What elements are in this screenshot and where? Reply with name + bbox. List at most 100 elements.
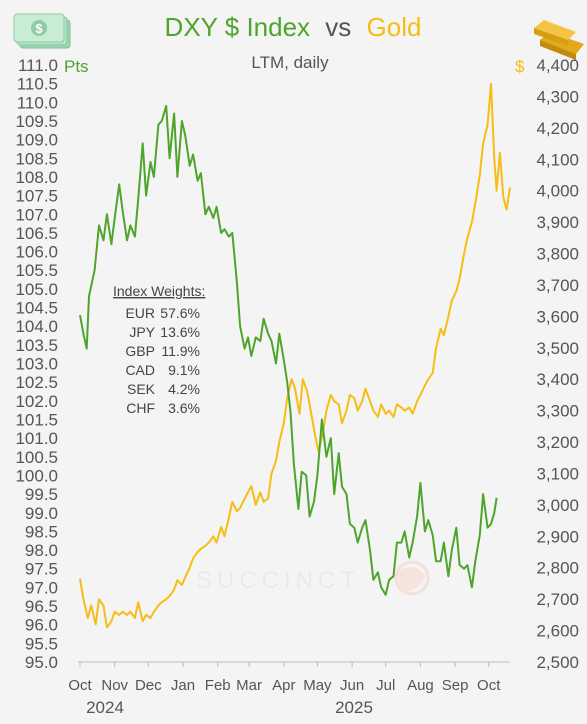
dollar-bills-icon: $ (13, 13, 71, 49)
x-tick-label: Jun (340, 677, 364, 694)
right-tick-label: 2,800 (536, 559, 579, 578)
year-label: 2025 (335, 698, 373, 717)
right-tick-label: 3,100 (536, 464, 579, 483)
left-tick-label: 108.5 (15, 149, 58, 168)
right-tick-label: 3,600 (536, 307, 579, 326)
chart-subtitle: LTM, daily (251, 53, 329, 72)
left-tick-label: 104.0 (15, 317, 58, 336)
x-tick-label: Oct (68, 677, 92, 694)
series-line-gold (79, 82, 511, 629)
left-tick-label: 97.0 (25, 578, 58, 597)
succinct-logo-icon: SUCCINCT (196, 560, 430, 596)
right-tick-label: 3,000 (536, 496, 579, 515)
left-tick-label: 99.5 (25, 485, 58, 504)
right-tick-label: 4,300 (536, 87, 579, 106)
x-axis: Oct Nov Dec Jan Feb Mar Apr May Jun Jul Aug Sep Oct 2… (68, 662, 501, 717)
left-tick-label: 105.5 (15, 261, 58, 280)
left-tick-label: 108.0 (15, 168, 58, 187)
x-tick-label: Sep (442, 677, 469, 694)
left-tick-label: 102.0 (15, 392, 58, 411)
x-tick-label: Feb (205, 677, 231, 694)
gold-bars-icon (534, 20, 584, 60)
left-tick-label: 102.5 (15, 373, 58, 392)
series-line-dxy (79, 105, 498, 596)
left-tick-label: 107.0 (15, 205, 58, 224)
right-tick-label: 2,900 (536, 527, 579, 546)
weight-currency: CHF (126, 400, 155, 416)
right-tick-label: 4,200 (536, 119, 579, 138)
left-tick-label: 101.0 (15, 429, 58, 448)
left-axis-unit: Pts (64, 57, 89, 76)
weight-currency: EUR (125, 305, 155, 321)
left-tick-label: 101.5 (15, 410, 58, 429)
title-vs: vs (325, 12, 351, 42)
weight-value: 11.9% (161, 343, 200, 359)
weight-currency: GBP (125, 343, 155, 359)
weight-value: 3.6% (168, 400, 200, 416)
title-gold: Gold (367, 12, 422, 42)
left-tick-label: 98.0 (25, 541, 58, 560)
title-dxy: DXY $ Index (165, 12, 311, 42)
left-axis: 95.095.596.096.597.097.598.098.599.099.5… (15, 56, 58, 672)
left-tick-label: 95.5 (25, 634, 58, 653)
x-tick-label: Oct (477, 677, 501, 694)
x-tick-label: Mar (236, 677, 262, 694)
right-tick-label: 3,500 (536, 339, 579, 358)
index-weights-box: Index Weights: EUR 57.6% JPY 13.6% GBP 11.9% C… (113, 283, 205, 416)
x-tick-label: Apr (272, 677, 295, 694)
right-tick-label: 2,500 (536, 653, 579, 672)
left-tick-label: 103.0 (15, 355, 58, 374)
left-tick-label: 105.0 (15, 280, 58, 299)
svg-text:$: $ (35, 21, 43, 36)
right-tick-label: 4,100 (536, 150, 579, 169)
right-axis: 2,500 2,600 2,700 2,800 2,900 3,000 3,100 3,200… (536, 56, 579, 672)
x-tick-label: Nov (101, 677, 128, 694)
left-tick-label: 109.0 (15, 131, 58, 150)
left-tick-label: 106.5 (15, 224, 58, 243)
left-tick-label: 96.5 (25, 597, 58, 616)
left-tick-label: 98.5 (25, 522, 58, 541)
left-tick-label: 95.0 (25, 653, 58, 672)
left-tick-label: 106.0 (15, 243, 58, 262)
left-tick-label: 100.0 (15, 466, 58, 485)
right-tick-label: 2,600 (536, 622, 579, 641)
left-tick-label: 104.5 (15, 299, 58, 318)
right-tick-label: 3,200 (536, 433, 579, 452)
x-tick-label: Aug (407, 677, 434, 694)
x-tick-label: Jan (171, 677, 195, 694)
right-tick-label: 2,700 (536, 590, 579, 609)
left-tick-label: 111.0 (18, 56, 58, 75)
left-tick-label: 97.5 (25, 560, 58, 579)
x-tick-label: May (303, 677, 332, 694)
left-tick-label: 107.5 (15, 187, 58, 206)
left-tick-label: 96.0 (25, 616, 58, 635)
right-tick-label: 4,000 (536, 182, 579, 201)
weight-value: 57.6% (160, 305, 200, 321)
watermark-text: SUCCINCT (196, 567, 360, 594)
x-tick-label: Dec (135, 677, 162, 694)
weight-currency: CAD (125, 362, 155, 378)
right-tick-label: 3,300 (536, 402, 579, 421)
weight-currency: JPY (129, 324, 155, 340)
right-tick-label: 3,800 (536, 245, 579, 264)
x-tick-label: Jul (376, 677, 395, 694)
right-axis-unit: $ (515, 57, 525, 76)
left-tick-label: 100.5 (15, 448, 58, 467)
right-tick-label: 4,400 (536, 56, 579, 75)
year-label: 2024 (86, 698, 124, 717)
right-tick-label: 3,700 (536, 276, 579, 295)
weight-currency: SEK (127, 381, 156, 397)
left-tick-label: 99.0 (25, 504, 58, 523)
weight-value: 4.2% (168, 381, 200, 397)
left-tick-label: 103.5 (15, 336, 58, 355)
weight-value: 9.1% (168, 362, 200, 378)
chart-title: DXY $ Index vs Gold (165, 12, 422, 42)
right-tick-label: 3,900 (536, 213, 579, 232)
right-tick-label: 3,400 (536, 370, 579, 389)
weight-value: 13.6% (160, 324, 200, 340)
left-tick-label: 110.0 (17, 93, 58, 112)
left-tick-label: 109.5 (15, 112, 58, 131)
left-tick-label: 110.5 (17, 75, 58, 94)
index-weights-heading: Index Weights: (113, 283, 205, 299)
